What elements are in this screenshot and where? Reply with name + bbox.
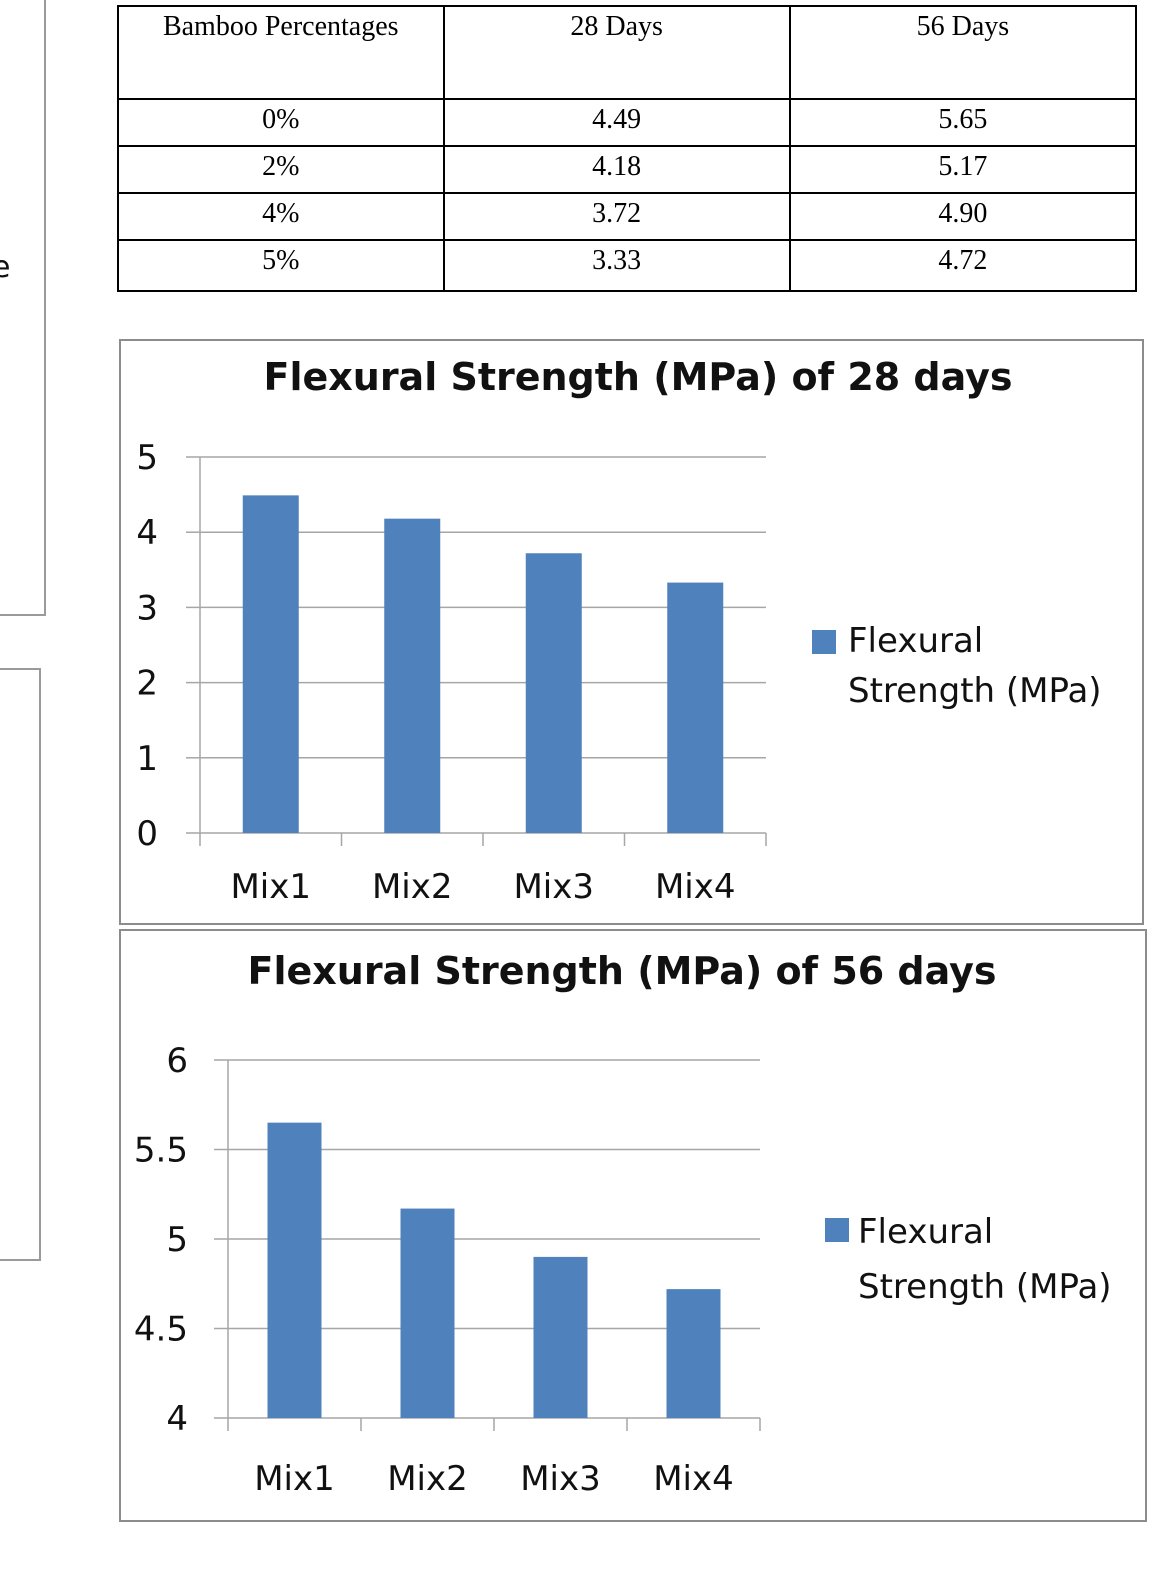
legend-label: Flexural bbox=[848, 621, 983, 661]
bar-mix3 bbox=[525, 553, 582, 833]
y-tick-label: 0 bbox=[136, 814, 158, 854]
y-tick-label: 5.5 bbox=[134, 1131, 188, 1171]
y-tick-label: 4.5 bbox=[134, 1310, 188, 1350]
x-tick-label: Mix3 bbox=[520, 1459, 601, 1499]
x-tick-label: Mix3 bbox=[513, 867, 594, 907]
bar-mix4 bbox=[667, 582, 724, 833]
y-tick-label: 5 bbox=[166, 1220, 188, 1260]
table-row: 4% 3.72 4.90 bbox=[117, 192, 1138, 241]
table-cell: 4% bbox=[117, 192, 445, 241]
legend-swatch bbox=[812, 630, 836, 654]
table-cell: 4.49 bbox=[442, 98, 791, 147]
bar-mix3 bbox=[533, 1256, 588, 1418]
cropped-text-fragment: e bbox=[0, 250, 11, 285]
table-cell: 5.17 bbox=[788, 145, 1138, 194]
bar-mix2 bbox=[384, 518, 441, 833]
x-tick-label: Mix1 bbox=[254, 1459, 335, 1499]
y-tick-label: 4 bbox=[166, 1399, 188, 1439]
chart-title: Flexural Strength (MPa) of 56 days bbox=[248, 949, 997, 993]
legend-label: Strength (MPa) bbox=[858, 1267, 1112, 1307]
table-cell: 3.33 bbox=[442, 239, 791, 292]
table-cell: 4.18 bbox=[442, 145, 791, 194]
x-tick-label: Mix2 bbox=[387, 1459, 468, 1499]
table-cell: 0% bbox=[117, 98, 445, 147]
bar-mix2 bbox=[400, 1208, 455, 1418]
left-frame-line bbox=[44, 0, 46, 616]
table-row: 2% 4.18 5.17 bbox=[117, 145, 1138, 194]
header-cell: Bamboo Percentages bbox=[117, 5, 445, 100]
y-tick-label: 6 bbox=[166, 1041, 188, 1081]
table-row: 5% 3.33 4.72 bbox=[117, 239, 1138, 292]
flexural-strength-table: Bamboo Percentages 28 Days 56 Days 0% 4.4… bbox=[117, 5, 1138, 292]
y-tick-label: 4 bbox=[136, 513, 158, 553]
table-cell: 2% bbox=[117, 145, 445, 194]
left-frame-line bbox=[0, 614, 46, 616]
x-tick-label: Mix1 bbox=[230, 867, 311, 907]
header-cell: 28 Days bbox=[442, 5, 791, 100]
header-cell: 56 Days bbox=[788, 5, 1138, 100]
left-frame-line bbox=[0, 1259, 41, 1261]
y-tick-label: 3 bbox=[136, 588, 158, 628]
x-tick-label: Mix4 bbox=[655, 867, 736, 907]
left-frame-line bbox=[0, 668, 40, 670]
legend-swatch bbox=[825, 1218, 849, 1242]
table-cell: 4.72 bbox=[788, 239, 1138, 292]
x-tick-label: Mix4 bbox=[653, 1459, 734, 1499]
table-cell: 3.72 bbox=[442, 192, 791, 241]
table-header-row: Bamboo Percentages 28 Days 56 Days bbox=[117, 5, 1138, 100]
y-tick-label: 2 bbox=[136, 664, 158, 704]
table-row: 0% 4.49 5.65 bbox=[117, 98, 1138, 147]
legend-label: Strength (MPa) bbox=[848, 671, 1102, 711]
left-frame-line bbox=[39, 668, 41, 1261]
table-cell: 5% bbox=[117, 239, 445, 292]
bar-mix4 bbox=[666, 1289, 721, 1418]
y-tick-label: 1 bbox=[136, 739, 158, 779]
table-cell: 4.90 bbox=[788, 192, 1138, 241]
x-tick-label: Mix2 bbox=[372, 867, 453, 907]
chart-title: Flexural Strength (MPa) of 28 days bbox=[264, 355, 1013, 399]
bar-mix1 bbox=[267, 1122, 322, 1418]
table-cell: 5.65 bbox=[788, 98, 1138, 147]
legend-label: Flexural bbox=[858, 1212, 993, 1252]
y-tick-label: 5 bbox=[136, 438, 158, 478]
bar-mix1 bbox=[242, 495, 299, 833]
